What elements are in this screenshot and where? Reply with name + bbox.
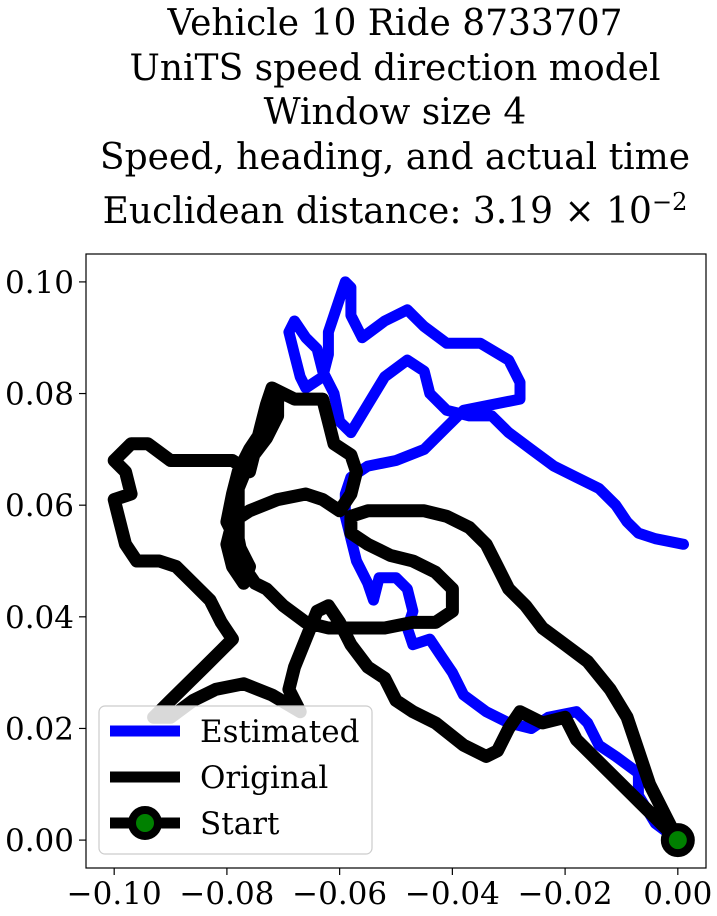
y-tick-label: 0.00: [5, 823, 74, 859]
x-tick-label: −0.08: [179, 876, 274, 912]
x-tick-label: −0.06: [292, 876, 387, 912]
y-tick-label: 0.10: [5, 265, 74, 301]
y-tick-label: 0.04: [5, 600, 74, 636]
legend: Estimated Original Start: [98, 705, 373, 855]
plot-content: [107, 276, 695, 858]
title-line-3: Window size 4: [263, 92, 527, 133]
title-line-4: Speed, heading, and actual time: [99, 136, 691, 178]
x-tick-label: −0.10: [67, 876, 162, 912]
start-marker: [660, 823, 695, 858]
y-axis: 0.00 0.02 0.04 0.06 0.08 0.10: [5, 265, 86, 859]
x-tick-label: −0.02: [518, 876, 613, 912]
title-line-1: Vehicle 10 Ride 8733707: [167, 3, 623, 44]
title-line-5: Euclidean distance: 3.19 × 10−2: [0, 180, 717, 235]
legend-estimated-label: Estimated: [200, 714, 359, 750]
chart-title: Vehicle 10 Ride 8733707 UniTS speed dire…: [0, 2, 717, 235]
x-tick-label: −0.04: [405, 876, 500, 912]
legend-box: [98, 705, 373, 855]
legend-start-label: Start: [200, 806, 280, 842]
series-estimated-line: [283, 276, 689, 846]
legend-original-label: Original: [200, 760, 328, 796]
y-tick-label: 0.06: [5, 488, 74, 524]
legend-start-marker: [128, 806, 162, 840]
y-tick-label: 0.08: [5, 377, 74, 413]
series-original-line: [107, 381, 685, 847]
x-axis: −0.10 −0.08 −0.06 −0.04 −0.02 0.00: [67, 868, 712, 912]
title-line-2: UniTS speed direction model: [129, 47, 661, 89]
x-tick-label: 0.00: [643, 876, 712, 912]
y-tick-label: 0.02: [5, 711, 74, 747]
plot-frame: [85, 253, 707, 869]
title-distance-text: Euclidean distance: 3.19 × 10: [102, 191, 652, 232]
title-distance-exponent: −2: [651, 188, 688, 216]
